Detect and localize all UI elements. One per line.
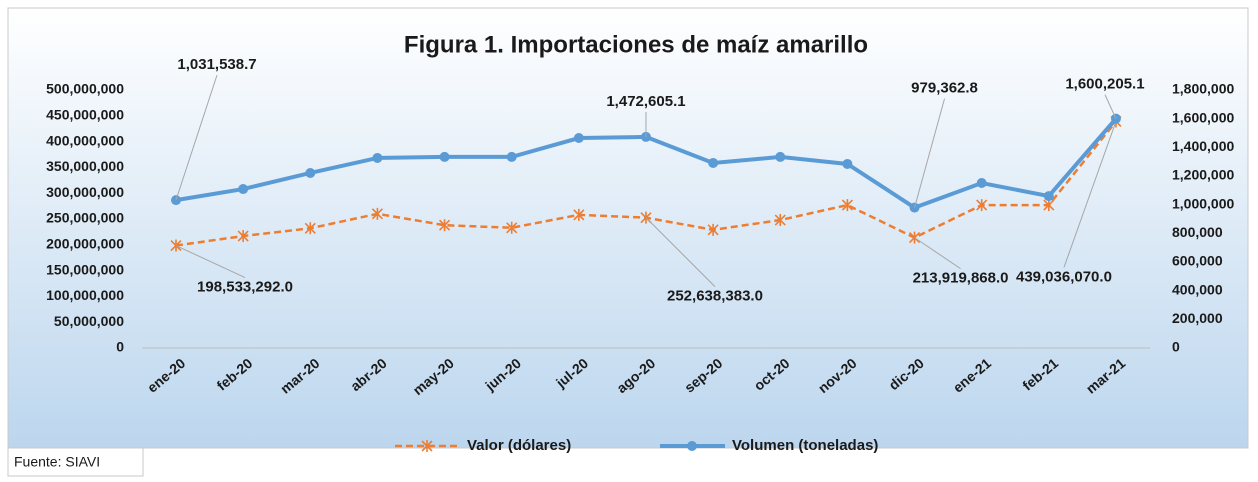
leader-line [914,237,961,270]
y2-tick-label: 200,000 [1172,310,1223,326]
data-label: 213,919,868.0 [913,270,1009,287]
y2-tick-label: 1,200,000 [1172,167,1234,183]
source: Fuente: SIAVI [14,454,100,470]
data-label: 1,031,538.7 [177,56,256,73]
point [439,151,450,162]
y-tick-label: 150,000,000 [46,261,124,277]
point [976,178,987,189]
y-tick-label: 250,000,000 [46,210,124,226]
data-label: 979,362.8 [911,80,978,97]
point [305,167,316,178]
legend-label: Valor (dólares) [467,437,571,454]
y2-tick-label: 1,400,000 [1172,138,1234,154]
source-box [7,447,144,477]
point [438,219,451,232]
point [237,230,249,243]
y-tick-label: 450,000,000 [46,107,124,123]
point [573,133,584,144]
y2-tick-label: 600,000 [1172,253,1223,269]
y2-tick-label: 1,000,000 [1172,195,1234,211]
leader-line [175,245,246,279]
point [976,199,988,212]
legend-marker [687,441,697,451]
point [708,157,719,168]
point [707,223,719,236]
point [371,207,383,220]
point [1043,191,1054,202]
point [573,208,585,221]
leader-line [645,217,716,287]
y-tick-label: 0 [116,339,124,355]
y-tick-label: 400,000,000 [46,132,124,148]
y2-tick-label: 0 [1172,339,1180,355]
point [841,199,853,212]
legend-marker [421,440,433,452]
leader-line [914,98,946,208]
data-label: 439,036,070.0 [1016,268,1112,285]
y2-tick-label: 800,000 [1172,224,1223,240]
point [842,158,853,169]
data-label: 1,600,205.1 [1065,76,1144,93]
point [1043,199,1055,212]
y-tick-label: 100,000,000 [46,287,124,303]
point [238,184,249,195]
point [506,151,517,162]
point [506,221,518,234]
y-tick-label: 500,000,000 [46,81,124,97]
y-tick-label: 300,000,000 [46,184,124,200]
legend-label: Volumen (toneladas) [732,437,878,454]
chart-title: Figura 1. Importaciones de maíz amarillo [404,31,868,58]
point [774,214,786,227]
point [372,152,383,163]
data-label: 198,533,292.0 [197,279,293,296]
y2-tick-label: 1,800,000 [1172,81,1234,97]
y2-tick-label: 400,000 [1172,281,1223,297]
leader-line [1104,94,1117,119]
leader-line [175,74,218,201]
data-label: 252,638,383.0 [667,288,763,305]
point [775,151,786,162]
y-tick-label: 200,000,000 [46,236,124,252]
data-label: 1,472,605.1 [606,93,685,110]
y-tick-label: 350,000,000 [46,158,124,174]
y-tick-label: 50,000,000 [54,313,124,329]
point [304,222,316,235]
point [908,231,921,244]
leader-line [1063,121,1117,268]
y2-tick-label: 1,600,000 [1172,109,1234,125]
